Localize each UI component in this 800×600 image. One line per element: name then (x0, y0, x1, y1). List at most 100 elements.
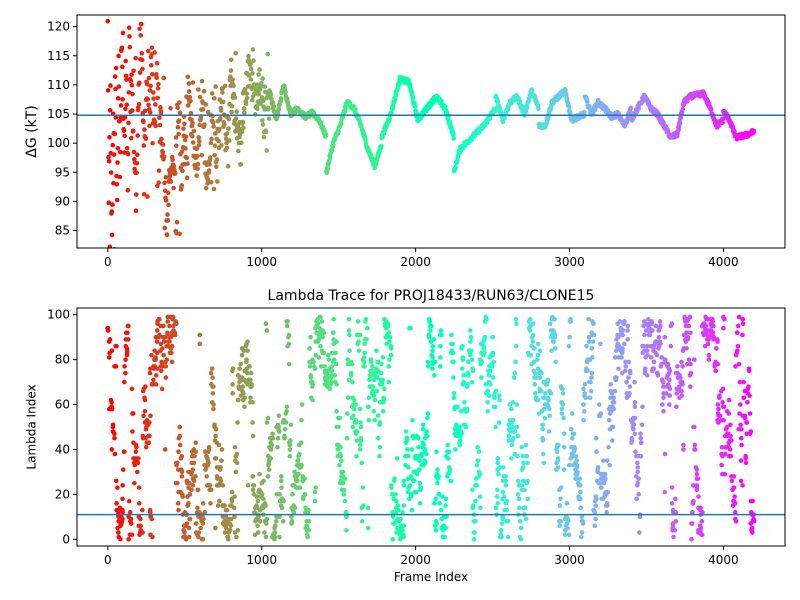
bottom-data-point (565, 525, 570, 531)
bottom-data-point (579, 514, 585, 520)
top-data-point (680, 106, 685, 112)
bottom-data-point (545, 377, 551, 383)
bottom-data-point (662, 334, 668, 340)
top-data-point (340, 115, 346, 120)
top-data-point (162, 225, 168, 231)
bottom-data-point (425, 411, 431, 416)
bottom-data-point (319, 319, 325, 324)
bottom-data-point (659, 361, 664, 367)
top-data-point (207, 162, 212, 167)
bottom-data-point (747, 411, 753, 416)
bottom-data-point (578, 505, 584, 511)
top-data-point (110, 142, 116, 148)
bottom-data-point (638, 435, 643, 441)
bottom-data-point (264, 420, 270, 425)
bottom-data-point (163, 364, 169, 369)
bottom-data-point (410, 417, 415, 423)
bottom-data-point (625, 323, 631, 329)
top-data-point (179, 183, 185, 188)
bottom-data-point (140, 507, 145, 513)
bottom-data-point (644, 373, 650, 378)
bottom-data-point (598, 341, 603, 347)
bottom-data-point (417, 480, 423, 486)
top-data-point (112, 131, 118, 137)
top-data-point (113, 86, 118, 92)
bottom-data-point (479, 359, 485, 365)
bottom-data-point (573, 453, 579, 459)
bottom-data-point (460, 382, 466, 387)
bottom-data-point (353, 431, 359, 437)
bottom-plot-frame (76, 307, 786, 547)
bottom-data-point (485, 388, 491, 394)
bottom-data-point (635, 469, 640, 475)
bottom-data-point (574, 458, 579, 463)
bottom-data-point (249, 382, 254, 387)
bottom-data-point (552, 334, 557, 340)
bottom-data-point (546, 397, 551, 403)
bottom-data-point (203, 467, 208, 472)
top-data-point (159, 136, 164, 142)
top-data-point (379, 143, 384, 149)
bottom-data-point (732, 510, 738, 515)
bottom-data-point (186, 480, 192, 486)
bottom-data-point (475, 458, 481, 463)
bottom-data-point (509, 406, 514, 412)
bottom-data-point (193, 474, 198, 479)
bottom-data-point (291, 510, 297, 515)
bottom-data-point (306, 507, 311, 513)
top-data-point (196, 135, 201, 140)
bottom-data-point (346, 328, 352, 333)
top-data-point (241, 106, 247, 111)
bottom-data-point (382, 386, 387, 392)
top-data-point (260, 76, 265, 81)
bottom-data-point (341, 487, 347, 493)
bottom-data-point (486, 393, 492, 398)
bottom-data-point (540, 438, 546, 443)
bottom-data-point (598, 411, 604, 416)
bottom-data-point (518, 536, 524, 542)
bottom-data-point (604, 510, 609, 515)
bottom-data-point (720, 386, 726, 392)
top-data-point (243, 101, 249, 107)
bottom-data-point (750, 498, 755, 504)
bottom-data-point (357, 442, 363, 448)
bottom-data-point (123, 357, 128, 362)
bottom-data-point (589, 375, 594, 380)
top-data-point (151, 90, 156, 95)
bottom-data-point (542, 415, 548, 421)
top-data-point (451, 132, 456, 137)
top-data-point (206, 168, 212, 173)
bottom-data-point (196, 534, 201, 540)
bottom-data-point (154, 350, 160, 356)
top-y-tick-label: 85 (55, 224, 70, 238)
top-y-tick-label: 90 (55, 194, 70, 208)
bottom-data-point (311, 359, 316, 365)
bottom-data-point (149, 516, 154, 522)
bottom-data-point (234, 460, 240, 466)
bottom-data-point (581, 408, 587, 414)
bottom-data-point (465, 382, 470, 387)
bottom-data-point (552, 346, 558, 351)
bottom-data-point (501, 494, 507, 499)
bottom-data-point (174, 460, 180, 466)
bottom-data-point (213, 433, 218, 439)
bottom-data-point (507, 402, 512, 407)
bottom-data-point (539, 370, 544, 376)
bottom-data-point (451, 359, 456, 365)
bottom-data-point (457, 442, 463, 448)
bottom-data-point (537, 375, 543, 380)
bottom-data-point (516, 496, 522, 502)
bottom-data-point (490, 334, 496, 340)
bottom-data-point (169, 359, 175, 365)
bottom-data-point (276, 413, 282, 419)
bottom-data-point (722, 316, 727, 322)
bottom-data-point (733, 364, 738, 369)
bottom-data-point (672, 496, 678, 502)
bottom-data-point (245, 483, 251, 488)
bottom-data-point (236, 386, 242, 392)
bottom-data-point (162, 447, 168, 452)
bottom-data-point (191, 478, 197, 484)
bottom-data-point (637, 530, 642, 535)
bottom-data-point (726, 411, 732, 416)
bottom-data-point (555, 465, 561, 470)
